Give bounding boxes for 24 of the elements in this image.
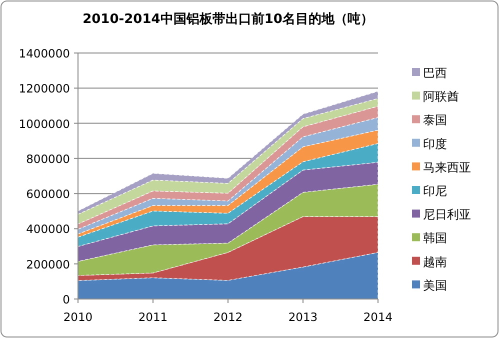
y-tick-label: 1000000 bbox=[18, 116, 70, 131]
y-tick-label: 0 bbox=[62, 292, 70, 306]
legend-label: 印度 bbox=[423, 136, 447, 151]
y-tick-label: 400000 bbox=[26, 222, 70, 236]
legend-label: 泰国 bbox=[423, 113, 447, 128]
y-tick-label: 1400000 bbox=[18, 46, 70, 60]
x-tick-label: 2014 bbox=[363, 310, 393, 324]
x-tick-label: 2010 bbox=[63, 310, 93, 324]
chart-title: 2010-2014中国铝板带出口前10名目的地（吨） bbox=[82, 12, 374, 27]
x-tick-label: 2012 bbox=[213, 310, 243, 324]
legend-label: 韩国 bbox=[423, 231, 447, 246]
y-tick-label: 800000 bbox=[26, 152, 70, 166]
x-tick-label: 2011 bbox=[138, 310, 168, 324]
y-tick-label: 600000 bbox=[26, 187, 70, 202]
legend-label: 印尼 bbox=[423, 184, 447, 198]
legend-label: 越南 bbox=[423, 254, 447, 269]
legend-label: 美国 bbox=[423, 278, 447, 292]
legend-label: 阿联酋 bbox=[423, 90, 459, 104]
legend-label: 马来西亚 bbox=[423, 160, 471, 174]
x-tick-label: 2013 bbox=[288, 310, 318, 324]
y-tick-label: 1200000 bbox=[18, 82, 70, 96]
legend-label: 尼日利亚 bbox=[423, 208, 471, 222]
y-tick-label: 200000 bbox=[26, 257, 70, 272]
legend-label: 巴西 bbox=[423, 66, 447, 80]
